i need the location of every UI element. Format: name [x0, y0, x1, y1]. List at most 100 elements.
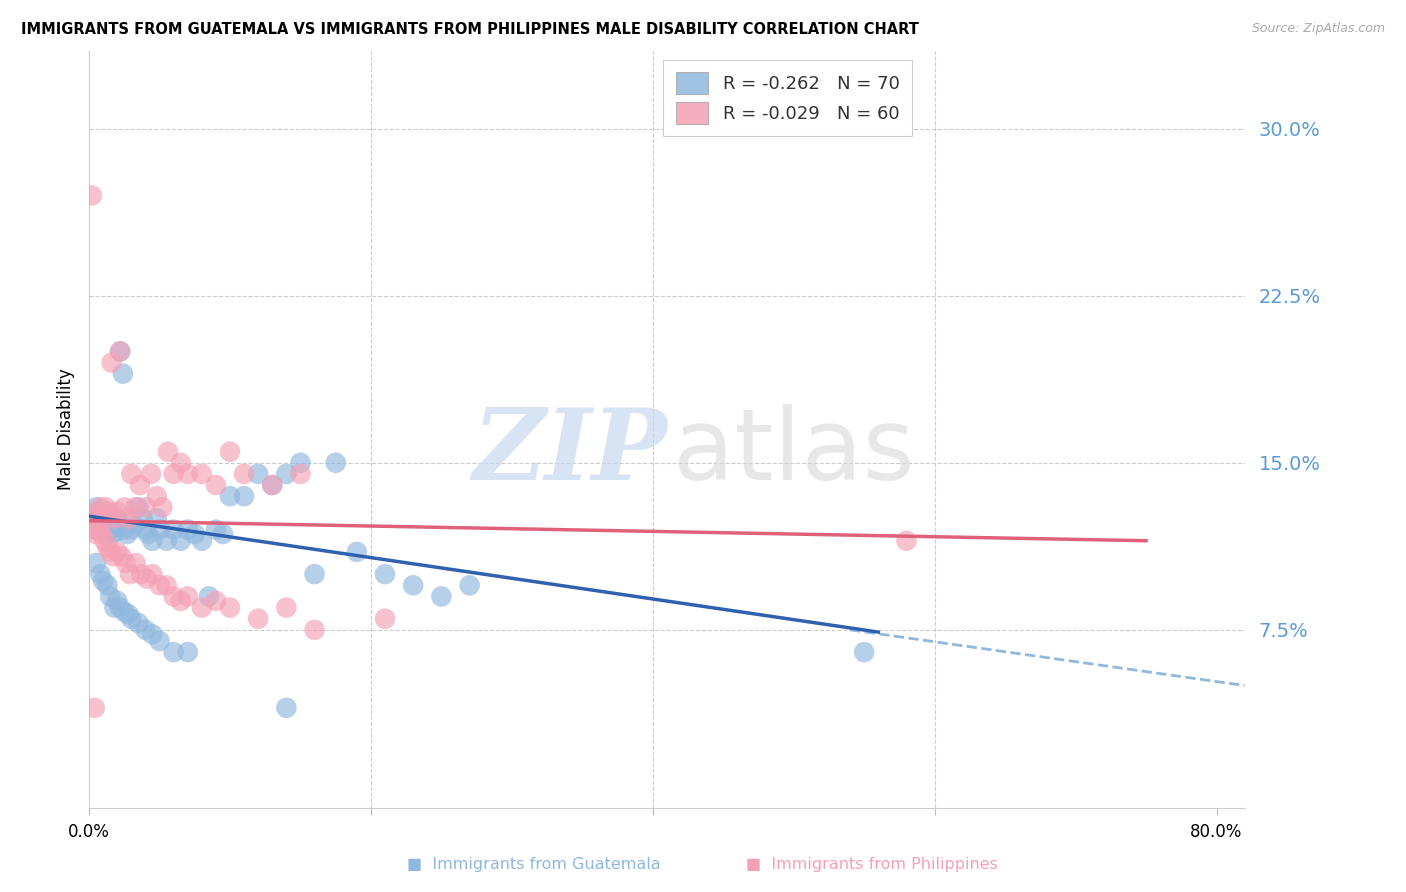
Point — [84, 527, 107, 541]
Point — [127, 616, 149, 631]
Point — [134, 623, 156, 637]
Point — [177, 645, 200, 659]
Text: ZIP: ZIP — [472, 404, 666, 500]
Point — [118, 567, 141, 582]
Point — [458, 578, 481, 592]
Point — [150, 500, 173, 515]
Point — [124, 556, 146, 570]
Point — [233, 489, 256, 503]
Point — [170, 533, 193, 548]
Point — [128, 478, 150, 492]
Point — [290, 467, 312, 481]
Point — [184, 527, 207, 541]
Point — [120, 467, 142, 481]
Point — [100, 527, 122, 541]
Point — [122, 518, 145, 533]
Point — [89, 505, 111, 519]
Point — [896, 533, 918, 548]
Point — [108, 344, 131, 359]
Point — [156, 444, 179, 458]
Point — [97, 523, 120, 537]
Point — [82, 523, 104, 537]
Point — [135, 572, 157, 586]
Point — [87, 511, 110, 525]
Point — [853, 645, 876, 659]
Point — [90, 518, 112, 533]
Point — [87, 523, 110, 537]
Point — [112, 605, 135, 619]
Point — [104, 524, 127, 539]
Text: ■  Immigrants from Philippines: ■ Immigrants from Philippines — [745, 857, 998, 872]
Point — [205, 478, 228, 492]
Point — [134, 523, 156, 537]
Point — [162, 467, 184, 481]
Point — [139, 467, 162, 481]
Point — [325, 456, 347, 470]
Point — [83, 511, 105, 525]
Point — [205, 523, 228, 537]
Point — [304, 567, 326, 582]
Point — [134, 500, 156, 515]
Point — [124, 500, 146, 515]
Point — [105, 545, 128, 559]
Point — [212, 527, 235, 541]
Point — [219, 444, 242, 458]
Point — [83, 701, 105, 715]
Point — [89, 500, 111, 515]
Point — [105, 505, 128, 519]
Point — [145, 489, 167, 503]
Point — [105, 511, 128, 525]
Point — [90, 527, 112, 541]
Point — [84, 500, 107, 515]
Point — [170, 456, 193, 470]
Point — [290, 456, 312, 470]
Point — [86, 505, 108, 519]
Point — [430, 590, 453, 604]
Point — [103, 600, 125, 615]
Point — [103, 511, 125, 525]
Point — [198, 590, 221, 604]
Point — [115, 527, 138, 541]
Point — [374, 612, 396, 626]
Text: ■  Immigrants from Guatemala: ■ Immigrants from Guatemala — [408, 857, 661, 872]
Point — [219, 489, 242, 503]
Point — [145, 511, 167, 525]
Point — [93, 511, 115, 525]
Point — [148, 523, 170, 537]
Point — [84, 556, 107, 570]
Point — [98, 590, 121, 604]
Point — [105, 594, 128, 608]
Point — [120, 612, 142, 626]
Point — [374, 567, 396, 582]
Point — [100, 355, 122, 369]
Point — [162, 645, 184, 659]
Point — [262, 478, 284, 492]
Legend: R = -0.262   N = 70, R = -0.029   N = 60: R = -0.262 N = 70, R = -0.029 N = 60 — [664, 60, 912, 136]
Point — [276, 701, 298, 715]
Point — [177, 590, 200, 604]
Point — [94, 527, 117, 541]
Point — [402, 578, 425, 592]
Point — [205, 594, 228, 608]
Point — [117, 607, 139, 622]
Point — [304, 623, 326, 637]
Point — [89, 567, 111, 582]
Point — [191, 467, 214, 481]
Point — [80, 507, 103, 521]
Point — [346, 545, 368, 559]
Point — [131, 511, 153, 525]
Point — [141, 533, 163, 548]
Point — [155, 533, 177, 548]
Point — [94, 500, 117, 515]
Point — [103, 516, 125, 530]
Point — [111, 367, 134, 381]
Point — [155, 578, 177, 592]
Point — [148, 578, 170, 592]
Point — [91, 523, 114, 537]
Point — [108, 344, 131, 359]
Point — [117, 511, 139, 525]
Point — [247, 467, 270, 481]
Point — [136, 527, 159, 541]
Point — [233, 467, 256, 481]
Point — [108, 600, 131, 615]
